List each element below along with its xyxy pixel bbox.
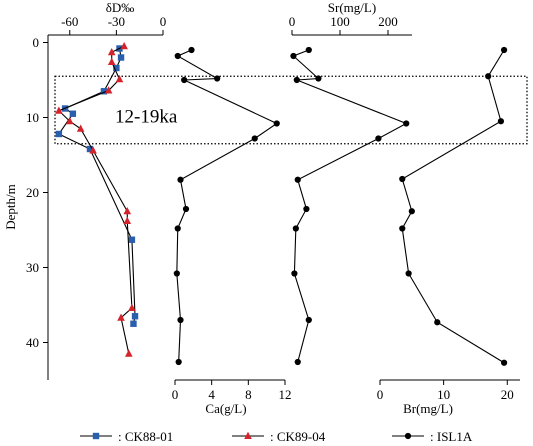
- series-line-dD-ck89: [57, 45, 133, 354]
- x-tick-label-dD: 0: [160, 14, 167, 29]
- legend: : CK88-01 : CK89-04 : ISL1A: [80, 429, 473, 444]
- x-tick-label-dD: -60: [61, 14, 78, 29]
- data-point-dD: [86, 145, 94, 153]
- data-point-Sr: [305, 316, 312, 324]
- panel-dD: -60 -30 0 δD‰: [48, 0, 166, 357]
- series-line-Sr-isl1a: [292, 49, 408, 363]
- x-tick-label-Br: 0: [377, 387, 384, 402]
- data-point-Br: [399, 225, 406, 232]
- x-tick-label-Ca: 12: [279, 387, 292, 402]
- data-point-Ca: [188, 46, 195, 54]
- x-tick-label-Br: 10: [437, 387, 450, 402]
- annotation-box: [54, 75, 528, 145]
- data-point-dD: [115, 75, 124, 83]
- data-point-dD: [123, 207, 132, 215]
- data-point-Ca: [177, 176, 184, 183]
- data-point-dD: [55, 130, 63, 138]
- y-axis: 0 10 20 30 40 Depth/m: [3, 35, 49, 380]
- y-tick-label: 30: [26, 260, 39, 275]
- legend-label-ck89: : CK89-04: [270, 429, 326, 444]
- data-point-Br: [500, 359, 508, 366]
- data-point-Br: [500, 46, 508, 54]
- x-tick-label-Ca: 8: [245, 387, 252, 402]
- data-point-dD: [123, 216, 132, 224]
- panel-Br: 0 10 20 Br(mg/L): [377, 46, 520, 416]
- legend-marker-isl1a: [404, 432, 412, 440]
- x-axis-title-Br: Br(mg/L): [403, 401, 453, 416]
- data-point-Sr: [294, 176, 301, 183]
- legend-label-ck88: : CK88-01: [118, 429, 173, 444]
- data-point-Ca: [175, 358, 182, 366]
- legend-marker-ck88: [92, 432, 100, 440]
- y-tick-label: 0: [33, 35, 40, 50]
- x-axis-title-Sr: Sr(mg/L): [328, 0, 376, 15]
- x-tick-label-Ca: 0: [172, 387, 179, 402]
- x-axis-title-Ca: Ca(g/L): [205, 401, 246, 416]
- x-tick-label-Sr: 100: [330, 14, 350, 29]
- legend-label-isl1a: : ISL1A: [430, 429, 473, 444]
- x-tick-label-dD: -30: [108, 14, 125, 29]
- data-point-Br: [434, 319, 441, 326]
- x-tick-label-Br: 20: [501, 387, 514, 402]
- data-point-Br: [405, 270, 412, 277]
- data-point-dD: [107, 57, 116, 65]
- panel-Ca: 0 4 8 12 Ca(g/L): [172, 46, 292, 416]
- y-tick-label: 40: [26, 335, 39, 350]
- data-point-dD: [65, 117, 74, 125]
- data-point-dD: [117, 54, 125, 61]
- data-point-Sr: [290, 52, 297, 60]
- y-tick-label: 10: [26, 110, 39, 125]
- data-point-dD: [120, 42, 128, 50]
- data-point-Br: [485, 73, 492, 80]
- data-point-Sr: [294, 358, 301, 366]
- legend-marker-ck89: [244, 431, 252, 439]
- data-point-dD: [104, 86, 113, 94]
- x-axis-title-dD: δD‰: [106, 0, 135, 15]
- series-line-Ca-isl1a: [176, 49, 278, 363]
- data-point-dD: [100, 88, 108, 95]
- data-point-Ca: [174, 52, 181, 60]
- data-point-Ca: [214, 75, 221, 82]
- data-point-Ca: [173, 270, 180, 277]
- data-point-Ca: [177, 316, 184, 324]
- data-point-Ca: [174, 225, 181, 232]
- y-tick-label: 20: [26, 185, 39, 200]
- data-point-Ca: [181, 76, 188, 84]
- x-tick-label-Sr: 200: [378, 14, 398, 29]
- data-point-Br: [399, 175, 406, 183]
- data-point-dD: [125, 349, 133, 357]
- data-point-dD: [117, 313, 125, 321]
- data-point-Sr: [375, 135, 382, 142]
- data-point-dD: [128, 236, 136, 243]
- data-point-Sr: [305, 46, 312, 54]
- data-point-Br: [408, 208, 415, 215]
- data-point-Sr: [403, 120, 410, 127]
- data-point-dD: [89, 146, 97, 154]
- data-point-Sr: [303, 205, 310, 213]
- x-tick-label-Ca: 4: [208, 387, 215, 402]
- y-axis-title: Depth/m: [3, 184, 18, 230]
- data-point-dD: [113, 64, 120, 72]
- data-point-Ca: [182, 205, 190, 213]
- series-line-Br-isl1a: [401, 49, 505, 364]
- data-point-Sr: [291, 270, 298, 277]
- data-point-Ca: [273, 120, 280, 127]
- data-point-dD: [107, 48, 116, 56]
- data-point-Br: [497, 118, 505, 125]
- data-point-dD: [128, 303, 136, 311]
- series-line-dD-ck88: [58, 48, 136, 324]
- data-point-dD: [69, 110, 77, 117]
- data-point-Sr: [293, 76, 300, 84]
- data-point-Sr: [292, 225, 299, 232]
- data-point-Ca: [251, 135, 258, 142]
- data-point-dD: [131, 313, 139, 320]
- annotation-label: 12-19ka: [115, 106, 178, 127]
- data-point-dD: [76, 124, 85, 132]
- data-point-Sr: [315, 75, 322, 82]
- data-point-dD: [55, 106, 63, 114]
- data-point-dD: [130, 320, 137, 327]
- x-tick-label-Sr: 0: [289, 14, 296, 29]
